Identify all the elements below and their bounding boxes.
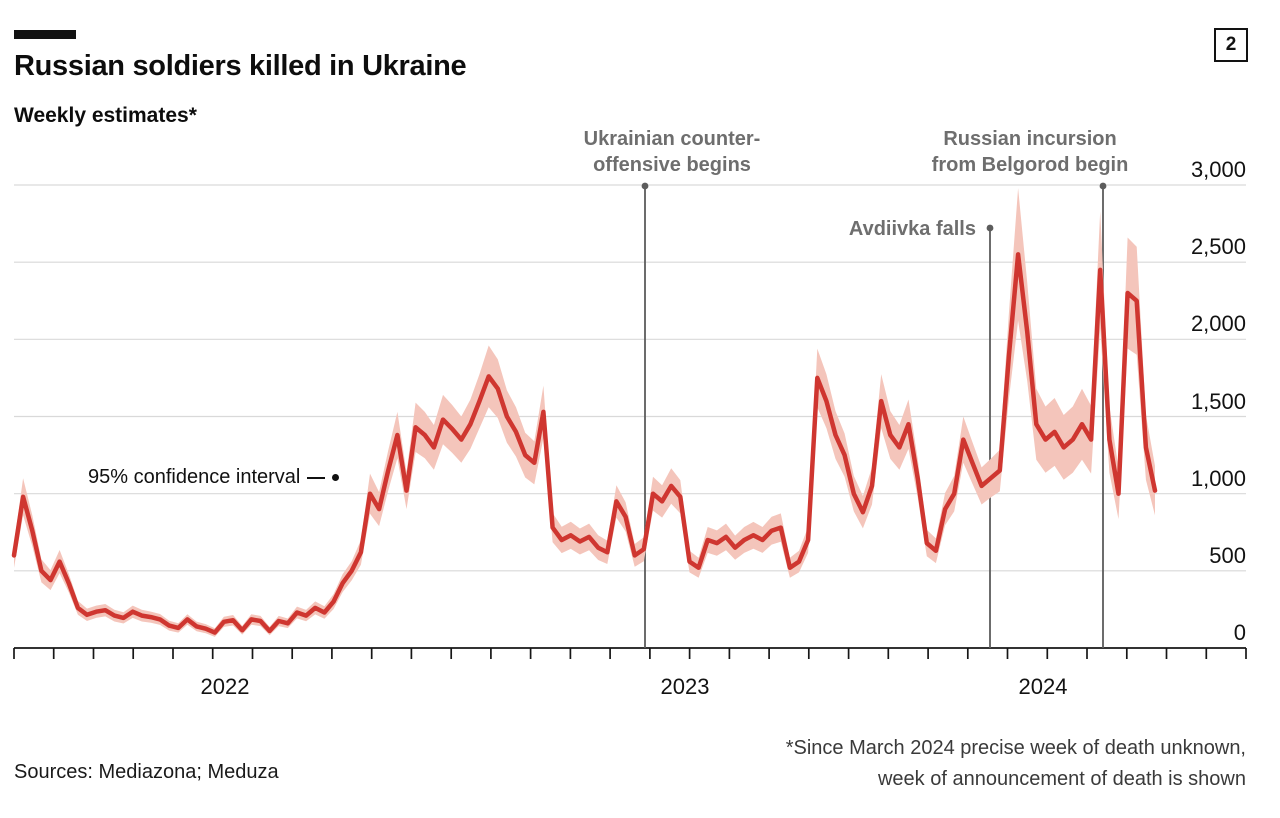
sources-text: Sources: Mediazona; Meduza [14,761,279,783]
page-number-badge: 2 [1214,28,1248,62]
x-axis-year-label: 2022 [200,674,250,699]
y-axis-label: 2,000 [1190,311,1246,337]
footnote: *Since March 2024 precise week of death … [786,733,1246,795]
chart-title: Russian soldiers killed in Ukraine [14,50,467,82]
annotation-text-line: offensive begins [593,154,751,176]
pointer-line [307,476,326,479]
y-axis-label: 2,500 [1190,234,1246,260]
x-axis-year-label: 2023 [660,674,710,699]
confidence-interval-text: 95% confidence interval [88,466,301,488]
y-axis-label: 1,500 [1190,388,1246,414]
y-axis-label: 3,000 [1190,157,1246,182]
event-marker-icon [986,224,994,232]
y-axis-label: 0 [1233,620,1246,645]
annotation-belgorod: Russian incursion from Belgorod begin [880,126,1180,178]
y-axis-label: 1,000 [1190,465,1246,491]
footnote-line: *Since March 2024 precise week of death … [785,737,1246,759]
annotation-text-line: from Belgorod begin [931,154,1129,176]
annotation-counteroffensive: Ukrainian counter- offensive begins [522,126,822,178]
annotation-text-line: Russian incursion [943,128,1117,150]
chart-subtitle: Weekly estimates* [14,104,197,127]
kicker-bar [14,30,76,39]
confidence-band [14,188,1155,637]
footnote-line: week of announcement of death is shown [877,768,1246,790]
annotation-text-line: Ukrainian counter- [583,128,761,150]
estimate-line [11,252,1158,635]
confidence-interval-label: 95% confidence interval [88,466,340,489]
pointer-dot-icon [332,474,340,481]
event-marker-icon [1099,182,1107,190]
annotation-avdiivka: Avdiivka falls [848,218,976,240]
y-axis-label: 500 [1209,542,1246,568]
x-axis-year-label: 2024 [1018,674,1068,699]
event-marker-icon [641,182,649,190]
